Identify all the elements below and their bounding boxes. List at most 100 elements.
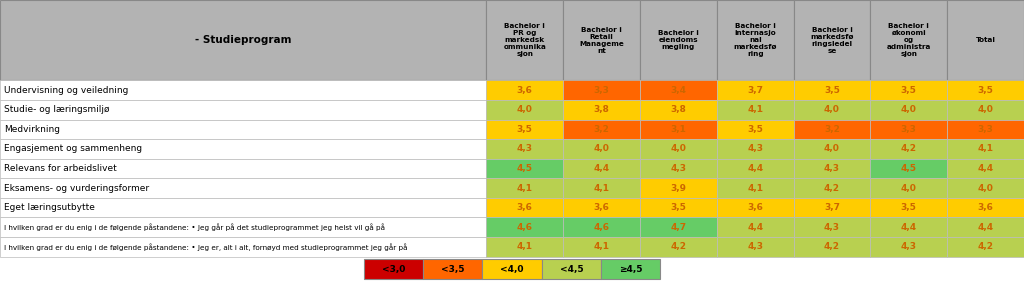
- Bar: [794, 178, 870, 198]
- Text: 4,0: 4,0: [517, 105, 532, 114]
- Text: 4,1: 4,1: [748, 105, 763, 114]
- Text: 3,8: 3,8: [594, 105, 609, 114]
- Text: 4,0: 4,0: [594, 144, 609, 153]
- Bar: [563, 178, 640, 198]
- Text: 4,3: 4,3: [901, 242, 916, 251]
- Text: 4,0: 4,0: [978, 105, 993, 114]
- Bar: [364, 259, 423, 279]
- Bar: [870, 198, 947, 217]
- Bar: [717, 139, 794, 159]
- Text: ≥4,5: ≥4,5: [620, 265, 642, 274]
- Text: 4,7: 4,7: [671, 223, 686, 232]
- Text: 4,4: 4,4: [594, 164, 609, 173]
- Bar: [794, 80, 870, 100]
- Text: 4,4: 4,4: [978, 223, 993, 232]
- Bar: [640, 217, 717, 237]
- Bar: [870, 237, 947, 257]
- Bar: [486, 159, 563, 178]
- Bar: [794, 120, 870, 139]
- Bar: [486, 198, 563, 217]
- Bar: [486, 0, 563, 80]
- Text: Bachelor i
markedsfø
ringsledel
se: Bachelor i markedsfø ringsledel se: [810, 27, 854, 54]
- Bar: [947, 217, 1024, 237]
- Bar: [717, 178, 794, 198]
- Text: 4,0: 4,0: [824, 144, 840, 153]
- Bar: [0, 237, 486, 257]
- Bar: [870, 217, 947, 237]
- Text: 4,3: 4,3: [517, 144, 532, 153]
- Text: 3,5: 3,5: [824, 86, 840, 95]
- Text: 4,3: 4,3: [824, 164, 840, 173]
- Text: 4,2: 4,2: [671, 242, 686, 251]
- Text: 3,6: 3,6: [517, 203, 532, 212]
- Bar: [640, 178, 717, 198]
- Bar: [0, 0, 486, 80]
- Bar: [640, 120, 717, 139]
- Text: 4,6: 4,6: [594, 223, 609, 232]
- Text: I hvilken grad er du enig i de følgende påstandene: • Jeg er, alt i alt, fornøyd: I hvilken grad er du enig i de følgende …: [4, 243, 408, 251]
- Text: 3,5: 3,5: [978, 86, 993, 95]
- Text: 3,6: 3,6: [978, 203, 993, 212]
- Bar: [717, 120, 794, 139]
- Bar: [717, 198, 794, 217]
- Text: 4,3: 4,3: [671, 164, 686, 173]
- Bar: [717, 80, 794, 100]
- Bar: [794, 0, 870, 80]
- Text: 3,5: 3,5: [671, 203, 686, 212]
- Text: 4,2: 4,2: [824, 242, 840, 251]
- Text: 4,4: 4,4: [748, 223, 763, 232]
- Text: 3,2: 3,2: [824, 125, 840, 134]
- Text: <4,5: <4,5: [559, 265, 584, 274]
- Bar: [563, 0, 640, 80]
- Text: 4,5: 4,5: [517, 164, 532, 173]
- Bar: [947, 120, 1024, 139]
- Bar: [563, 80, 640, 100]
- Text: Relevans for arbeidslivet: Relevans for arbeidslivet: [4, 164, 117, 173]
- Bar: [717, 0, 794, 80]
- Text: 4,5: 4,5: [901, 164, 916, 173]
- Bar: [0, 120, 486, 139]
- Text: 4,0: 4,0: [671, 144, 686, 153]
- Bar: [794, 198, 870, 217]
- Text: Medvirkning: Medvirkning: [4, 125, 60, 134]
- Text: Bachelor i
PR og
markedsk
ommunika
sjon: Bachelor i PR og markedsk ommunika sjon: [504, 23, 546, 57]
- Bar: [0, 217, 486, 237]
- Bar: [640, 198, 717, 217]
- Bar: [563, 217, 640, 237]
- Bar: [947, 198, 1024, 217]
- Bar: [640, 159, 717, 178]
- Bar: [563, 100, 640, 120]
- Text: <3,0: <3,0: [382, 265, 404, 274]
- Bar: [486, 80, 563, 100]
- Bar: [717, 237, 794, 257]
- Text: Bachelor i
Retail
Manageme
nt: Bachelor i Retail Manageme nt: [580, 27, 624, 54]
- Text: Bachelor i
internasjo
nal
markedsfø
ring: Bachelor i internasjo nal markedsfø ring: [733, 23, 777, 57]
- Text: 3,6: 3,6: [748, 203, 763, 212]
- Text: Undervisning og veiledning: Undervisning og veiledning: [4, 86, 128, 95]
- Text: 4,3: 4,3: [748, 144, 763, 153]
- Text: 4,0: 4,0: [901, 105, 916, 114]
- Text: 4,6: 4,6: [517, 223, 532, 232]
- Bar: [717, 100, 794, 120]
- Bar: [794, 237, 870, 257]
- Text: 3,4: 3,4: [671, 86, 686, 95]
- Bar: [0, 198, 486, 217]
- Bar: [947, 237, 1024, 257]
- Bar: [870, 100, 947, 120]
- Bar: [947, 100, 1024, 120]
- Bar: [947, 178, 1024, 198]
- Text: 3,5: 3,5: [748, 125, 763, 134]
- Bar: [563, 120, 640, 139]
- Text: I hvilken grad er du enig i de følgende påstandene: • Jeg går på det studieprogr: I hvilken grad er du enig i de følgende …: [4, 223, 385, 231]
- Bar: [870, 139, 947, 159]
- Bar: [0, 178, 486, 198]
- Bar: [563, 237, 640, 257]
- Text: 4,1: 4,1: [517, 184, 532, 193]
- Text: 3,2: 3,2: [594, 125, 609, 134]
- Text: 4,3: 4,3: [824, 223, 840, 232]
- Text: 4,1: 4,1: [517, 242, 532, 251]
- Text: Total: Total: [976, 37, 995, 43]
- Text: 4,0: 4,0: [978, 184, 993, 193]
- Text: 4,2: 4,2: [824, 184, 840, 193]
- Text: 3,5: 3,5: [517, 125, 532, 134]
